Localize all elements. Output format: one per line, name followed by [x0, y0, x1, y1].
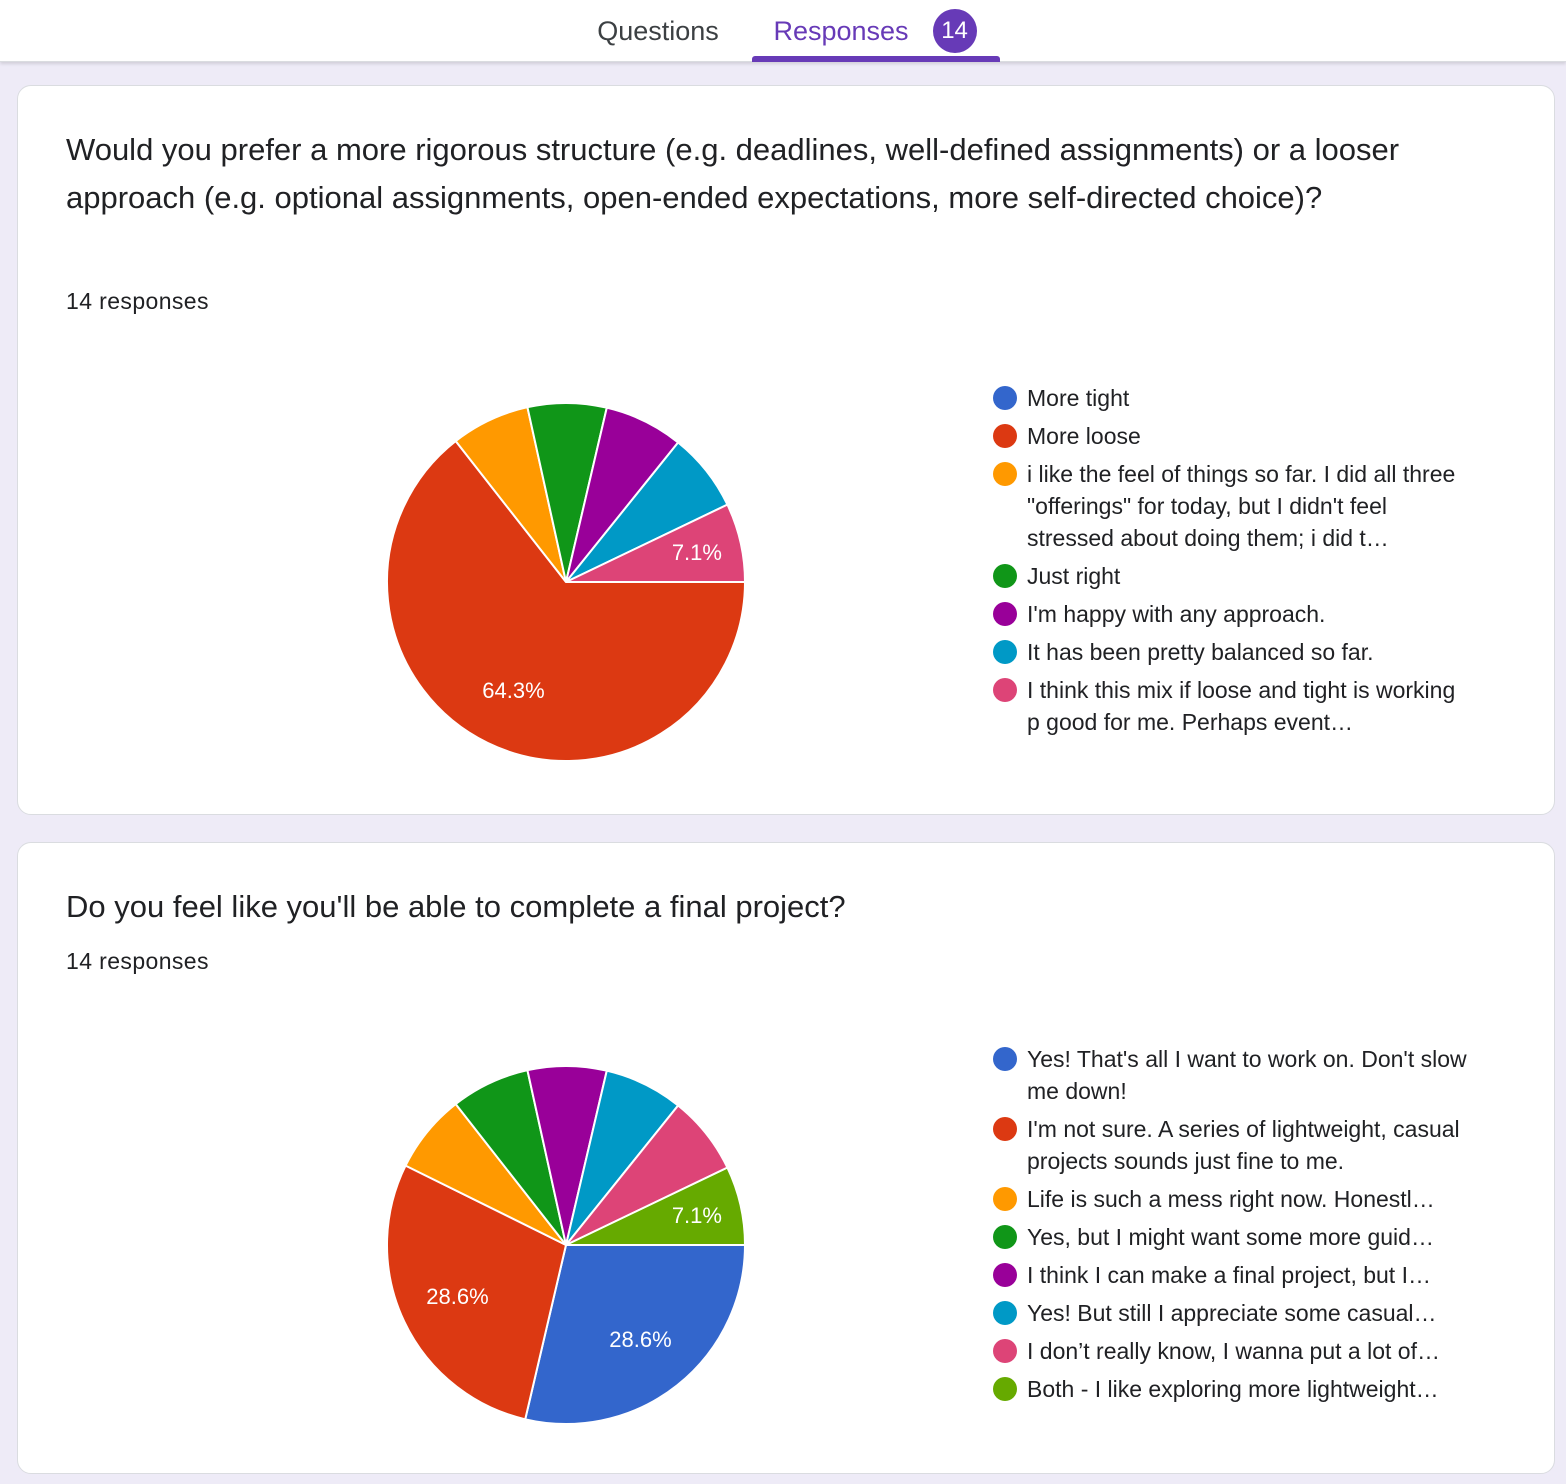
legend-label: More tight: [1027, 385, 1130, 411]
tab-responses[interactable]: Responses 14: [752, 0, 1000, 62]
legend-swatch: [993, 1047, 1017, 1071]
pie-slice[interactable]: [386, 439, 747, 762]
legend-item: Yes, but I might want some more guid…: [993, 1221, 1473, 1253]
legend-item: I think this mix if loose and tight is w…: [993, 674, 1473, 738]
legend-item: I'm happy with any approach.: [993, 598, 1473, 630]
legend-label: More loose: [1027, 423, 1141, 449]
legend-label: I don’t really know, I wanna put a lot o…: [1027, 1338, 1440, 1364]
legend-label: It has been pretty balanced so far.: [1027, 639, 1374, 665]
legend-item: Yes! That's all I want to work on. Don't…: [993, 1043, 1473, 1107]
slice-label: 28.6%: [426, 1284, 488, 1309]
legend-swatch: [993, 640, 1017, 664]
active-tab-indicator: [752, 56, 1000, 62]
legend-label: i like the feel of things so far. I did …: [1027, 461, 1456, 551]
slice-label: 7.1%: [672, 540, 722, 565]
pie-slice[interactable]: [386, 1164, 568, 1421]
legend-item: Yes! But still I appreciate some casual…: [993, 1297, 1473, 1329]
legend-label: Just right: [1027, 563, 1121, 589]
legend-item: i like the feel of things so far. I did …: [993, 458, 1473, 554]
legend-label: I think I can make a final project, but …: [1027, 1262, 1431, 1288]
responses-count-badge: 14: [932, 9, 977, 53]
legend-swatch: [993, 1225, 1017, 1249]
response-count: 14 responses: [66, 288, 209, 314]
legend-item: It has been pretty balanced so far.: [993, 636, 1473, 668]
legend-label: I'm not sure. A series of lightweight, c…: [1027, 1116, 1460, 1174]
tab-questions[interactable]: Questions: [568, 0, 748, 62]
legend-swatch: [993, 424, 1017, 448]
legend-label: Life is such a mess right now. Honestl…: [1027, 1186, 1435, 1212]
legend-swatch: [993, 386, 1017, 410]
pie-chart: 64.3% 7.1%: [386, 402, 747, 762]
tab-questions-label: Questions: [597, 15, 719, 46]
legend-swatch: [993, 564, 1017, 588]
legend-swatch: [993, 1301, 1017, 1325]
question-card-1: Would you prefer a more rigorous structu…: [17, 85, 1555, 815]
legend-item: I don’t really know, I wanna put a lot o…: [993, 1335, 1473, 1367]
legend-label: I think this mix if loose and tight is w…: [1027, 677, 1456, 735]
legend-item: Both - I like exploring more lightweight…: [993, 1373, 1473, 1405]
slice-label: 64.3%: [482, 678, 544, 703]
legend-label: Both - I like exploring more lightweight…: [1027, 1376, 1439, 1402]
legend-item: Just right: [993, 560, 1473, 592]
tab-responses-label: Responses: [773, 15, 909, 46]
legend-swatch: [993, 678, 1017, 702]
legend-label: I'm happy with any approach.: [1027, 601, 1326, 627]
question-title: Do you feel like you'll be able to compl…: [66, 889, 846, 924]
legend-item: I think I can make a final project, but …: [993, 1259, 1473, 1291]
legend-label: Yes! But still I appreciate some casual…: [1027, 1300, 1437, 1326]
pie-chart: 28.6% 28.6% 7.1%: [386, 1065, 747, 1425]
legend-swatch: [993, 1263, 1017, 1287]
legend-swatch: [993, 1339, 1017, 1363]
tab-bar: Questions Responses 14: [0, 0, 1566, 62]
legend-item: Life is such a mess right now. Honestl…: [993, 1183, 1473, 1215]
legend-item: I'm not sure. A series of lightweight, c…: [993, 1113, 1473, 1177]
legend-item: More loose: [993, 420, 1473, 452]
pie-slice[interactable]: [524, 1244, 747, 1425]
legend-item: More tight: [993, 382, 1473, 414]
legend-swatch: [993, 1377, 1017, 1401]
response-count: 14 responses: [66, 948, 209, 974]
slice-label: 7.1%: [672, 1203, 722, 1228]
legend-swatch: [993, 1187, 1017, 1211]
legend-swatch: [993, 602, 1017, 626]
slice-label: 28.6%: [609, 1327, 671, 1352]
pie-slice[interactable]: [565, 1166, 747, 1246]
question-card-2: Do you feel like you'll be able to compl…: [17, 842, 1555, 1474]
pie-slice[interactable]: [565, 503, 747, 583]
chart-legend: Yes! That's all I want to work on. Don't…: [993, 1043, 1473, 1411]
legend-swatch: [993, 1117, 1017, 1141]
legend-swatch: [993, 462, 1017, 486]
question-title: Would you prefer a more rigorous structu…: [66, 132, 1400, 215]
chart-legend: More tight More loose i like the feel of t…: [993, 382, 1473, 744]
legend-label: Yes! That's all I want to work on. Don't…: [1027, 1046, 1467, 1104]
legend-label: Yes, but I might want some more guid…: [1027, 1224, 1434, 1250]
